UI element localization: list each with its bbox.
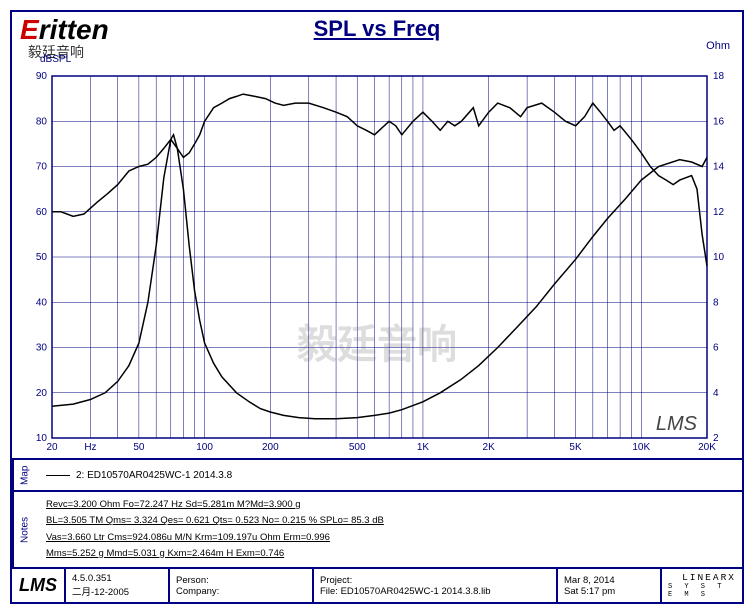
person-label: Person: xyxy=(176,575,306,586)
footer-version: 4.5.0.351 二月-12-2005 xyxy=(66,569,170,602)
spl-chart: 1020304050607080902468101214161820501002… xyxy=(12,68,742,458)
svg-text:16: 16 xyxy=(713,116,725,127)
legend-content: 2: ED10570AR0425WC-1 2014.3.8 xyxy=(36,464,242,487)
svg-text:70: 70 xyxy=(36,162,48,173)
notes-line-4: Mms=5.252 g Mmd=5.031 g Kxm=2.464m H Exm… xyxy=(46,547,384,561)
logo-rest: ritten xyxy=(39,14,109,45)
left-axis-label: dBSPL xyxy=(40,54,71,65)
svg-text:12: 12 xyxy=(713,207,725,218)
right-axis-label: Ohm xyxy=(706,40,730,52)
svg-text:200: 200 xyxy=(262,442,279,453)
notes-line-3: Vas=3.660 Ltr Cms=924.086u M/N Krm=109.1… xyxy=(46,531,384,545)
svg-text:18: 18 xyxy=(713,71,725,82)
svg-text:20: 20 xyxy=(36,388,48,399)
svg-text:60: 60 xyxy=(36,207,48,218)
footer-row: LMS 4.5.0.351 二月-12-2005 Person: Company… xyxy=(12,567,742,602)
svg-text:50: 50 xyxy=(133,442,145,453)
svg-text:500: 500 xyxy=(349,442,366,453)
footer-person-company: Person: Company: xyxy=(170,569,314,602)
footer-date: Mar 8, 2014 Sat 5:17 pm xyxy=(558,569,662,602)
version-number: 4.5.0.351 xyxy=(72,573,162,584)
report-frame: Eritten 毅廷音响 SPL vs Freq Ohm dBSPL 10 20 3… xyxy=(10,10,744,604)
svg-text:Hz: Hz xyxy=(84,442,96,453)
chart-area: 1020304050607080902468101214161820501002… xyxy=(12,68,742,458)
svg-text:6: 6 xyxy=(713,343,719,354)
svg-text:8: 8 xyxy=(713,297,719,308)
svg-text:10: 10 xyxy=(713,252,725,263)
svg-text:30: 30 xyxy=(36,343,48,354)
svg-text:80: 80 xyxy=(36,116,48,127)
svg-text:1K: 1K xyxy=(417,442,430,453)
svg-text:2K: 2K xyxy=(483,442,496,453)
linearx-text: LINEARX xyxy=(682,572,736,583)
legend-row: Map 2: ED10570AR0425WC-1 2014.3.8 xyxy=(12,458,742,490)
logo-letter: E xyxy=(20,14,39,45)
version-date: 二月-12-2005 xyxy=(72,584,162,598)
svg-text:5K: 5K xyxy=(569,442,582,453)
date-text: Mar 8, 2014 xyxy=(564,575,654,586)
footer-project: Project: File: ED10570AR0425WC-1 2014.3.… xyxy=(314,569,558,602)
legend-line-icon xyxy=(46,475,70,476)
svg-text:100: 100 xyxy=(196,442,213,453)
footer-lms: LMS xyxy=(12,569,66,602)
chart-title: SPL vs Freq xyxy=(314,16,441,42)
svg-text:20: 20 xyxy=(46,442,58,453)
lms-watermark: LMS xyxy=(656,413,697,436)
file-label: File: ED10570AR0425WC-1 2014.3.8.lib xyxy=(320,586,550,597)
svg-text:40: 40 xyxy=(36,297,48,308)
svg-text:50: 50 xyxy=(36,252,48,263)
footer-linearx: LINEARX S Y S T E M S xyxy=(662,569,742,602)
notes-row: Notes Revc=3.200 Ohm Fo=72.247 Hz Sd=5.2… xyxy=(12,490,742,567)
svg-text:20K: 20K xyxy=(698,442,716,453)
project-label: Project: xyxy=(320,575,550,586)
legend-series-2: 2: ED10570AR0425WC-1 2014.3.8 xyxy=(76,470,232,481)
report-header: Eritten 毅廷音响 SPL vs Freq Ohm dBSPL xyxy=(12,12,742,64)
notes-line-2: BL=3.505 TM Qms= 3.324 Qes= 0.621 Qts= 0… xyxy=(46,514,384,528)
svg-text:90: 90 xyxy=(36,71,48,82)
svg-text:10K: 10K xyxy=(632,442,650,453)
notes-content: Revc=3.200 Ohm Fo=72.247 Hz Sd=5.281m M?… xyxy=(36,492,394,567)
systems-text: S Y S T E M S xyxy=(668,583,736,599)
map-label: Map xyxy=(12,460,36,490)
notes-label: Notes xyxy=(12,492,36,567)
time-text: Sat 5:17 pm xyxy=(564,586,654,597)
svg-text:4: 4 xyxy=(713,388,719,399)
company-label: Company: xyxy=(176,586,306,597)
svg-text:14: 14 xyxy=(713,162,725,173)
notes-line-1: Revc=3.200 Ohm Fo=72.247 Hz Sd=5.281m M?… xyxy=(46,498,384,512)
